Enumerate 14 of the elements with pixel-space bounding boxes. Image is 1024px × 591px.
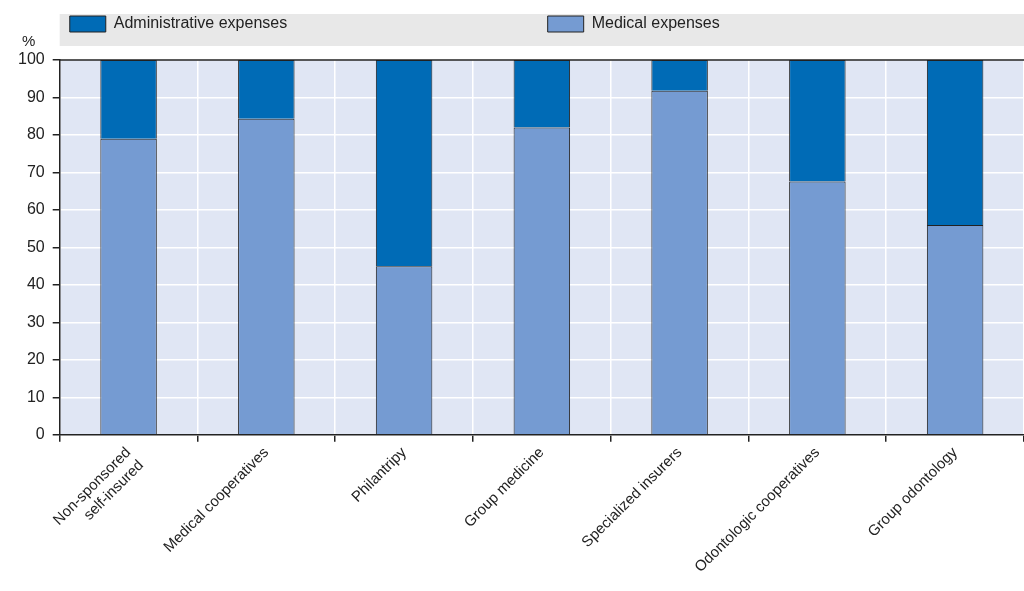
y-tick-label: 10 bbox=[26, 387, 45, 405]
y-tick-label: 90 bbox=[26, 87, 45, 105]
y-tick-label: 70 bbox=[26, 162, 45, 180]
y-tick-label: 0 bbox=[35, 425, 45, 443]
y-tick-label: 20 bbox=[26, 350, 45, 368]
y-axis-title: % bbox=[22, 32, 36, 49]
y-tick-label: 40 bbox=[26, 275, 45, 293]
y-tick-label: 50 bbox=[26, 237, 45, 255]
y-tick-label: 60 bbox=[26, 200, 45, 218]
legend-label: Administrative expenses bbox=[113, 14, 532, 32]
y-tick-label: 100 bbox=[17, 50, 45, 68]
y-tick-label: 30 bbox=[26, 312, 45, 330]
y-tick-label: 80 bbox=[26, 125, 45, 143]
legend-label: Medical expenses bbox=[591, 14, 965, 32]
